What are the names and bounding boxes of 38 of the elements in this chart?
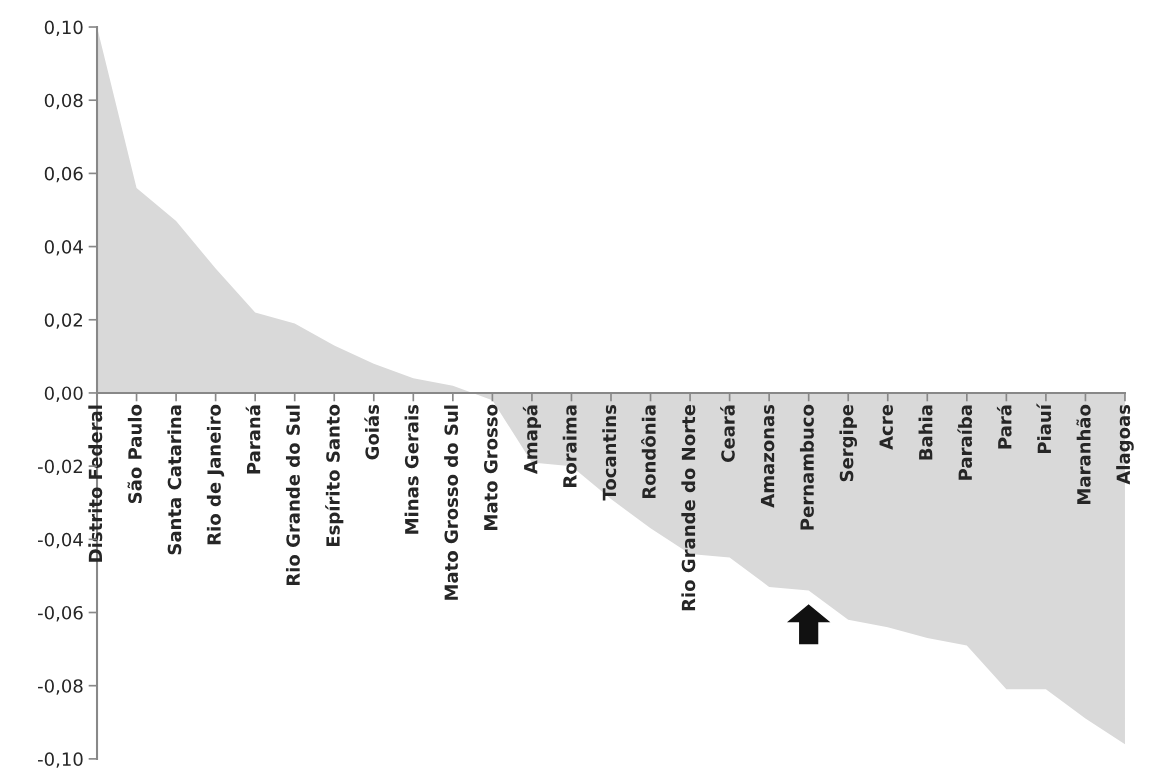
x-tick-label: Tocantins [602, 404, 617, 501]
x-tick-label: Rio Grande do Sul [285, 405, 300, 586]
x-tick-label: Rondônia [641, 405, 656, 499]
y-tick-label: -0,08 [37, 679, 83, 695]
x-tick-label: Minas Gerais [404, 404, 419, 534]
y-tick-label: 0,08 [44, 93, 83, 110]
x-tick-label: Acre [879, 404, 893, 450]
y-tick-label: -0,10 [37, 752, 83, 768]
x-tick-label: Maranhão [1076, 404, 1091, 504]
x-tick-label: Sergipe [839, 404, 858, 482]
x-tick-label: Espírito Santo [325, 404, 344, 547]
y-tick-label: -0,02 [37, 459, 83, 476]
x-tick-label: Alagoas [1116, 404, 1134, 485]
x-tick-label: Ceará [720, 405, 735, 462]
x-tick-label: Pernambuco [799, 404, 814, 530]
y-tick-label: 0,06 [44, 166, 83, 183]
x-tick-label: Mato Grosso do Sul [444, 405, 459, 600]
y-tick-label: -0,06 [37, 605, 83, 622]
x-tick-label: Amazonas [760, 404, 775, 508]
x-tick-label: Roraima [562, 405, 577, 487]
x-tick-label: Pará [996, 405, 1012, 449]
x-tick-label: Paraná [245, 405, 261, 474]
y-tick-label: -0,04 [37, 532, 83, 549]
x-tick-label: Piauí [1036, 403, 1052, 454]
y-tick-label: 0,10 [44, 20, 83, 36]
x-tick-label: Santa Catarina [167, 405, 182, 555]
x-tick-label: Paraíba [957, 405, 973, 480]
x-tick-label: Amapá [522, 405, 542, 475]
y-tick-label: 0,00 [44, 386, 83, 402]
x-tick-label: Rio Grande do Norte [681, 404, 696, 611]
x-tick-label: Distrito Federal [88, 405, 103, 562]
x-tick-label: São Paulo [127, 404, 142, 504]
x-tick-label: Bahia [918, 405, 933, 460]
x-tick-label: Mato Grosso [483, 404, 498, 530]
x-tick-label: Goiás [364, 404, 380, 460]
x-tick-label: Rio de Janeiro [206, 404, 225, 545]
y-tick-label: 0,04 [44, 240, 83, 256]
y-tick-label: 0,02 [44, 313, 83, 329]
